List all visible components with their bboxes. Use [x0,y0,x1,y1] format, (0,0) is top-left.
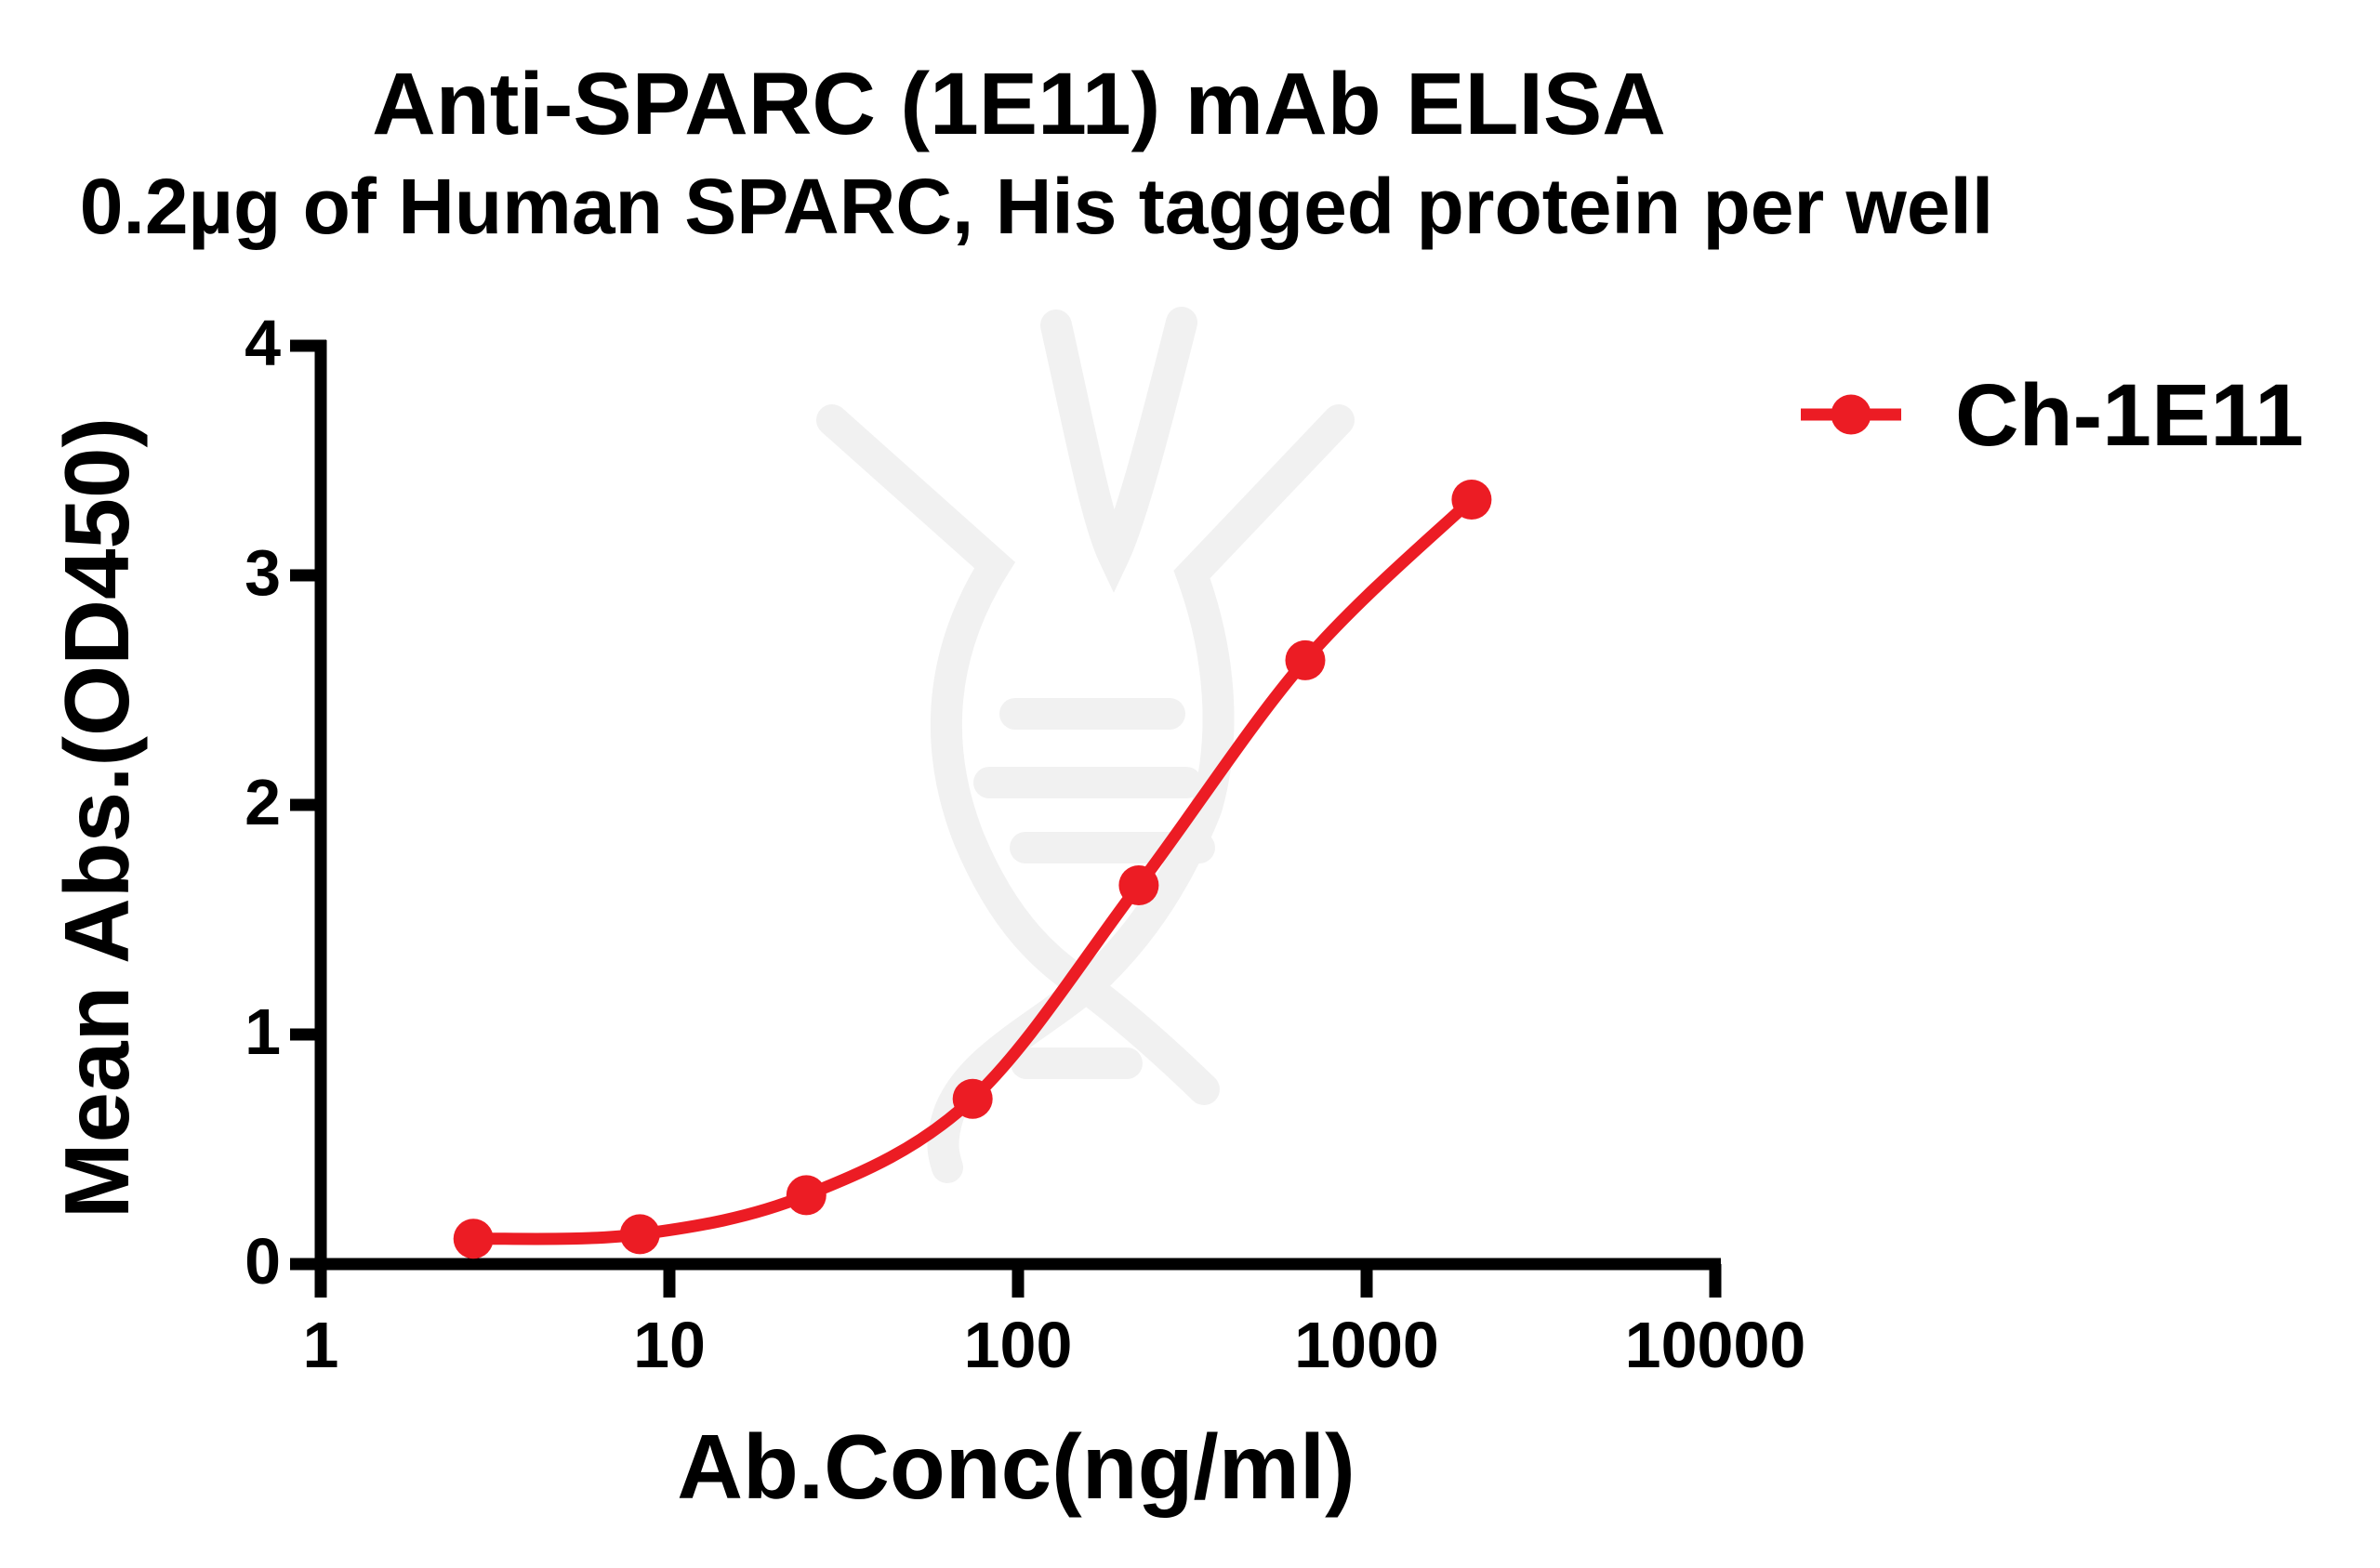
data-point [952,1078,993,1119]
data-point [619,1214,660,1255]
dna-watermark [816,307,1355,1183]
dna-strand-left [816,404,1220,1105]
data-point [453,1219,494,1259]
data-point [786,1175,826,1216]
y-tick-label: 0 [245,1225,281,1298]
y-tick-label: 2 [245,766,281,838]
chart-title: Anti-SPARC (1E11) mAb ELISA [372,55,1666,153]
chart-subtitle: 0.2µg of Human SPARC, His tagged protein… [79,163,1994,250]
axes [290,339,1722,1298]
y-tick-label: 4 [245,307,281,379]
x-tick-label: 100 [963,1309,1073,1381]
legend-label: Ch-1E11 [1955,366,2304,465]
x-axis-title: Ab.Conc(ng/ml) [677,1416,1355,1518]
dna-inner-fork [1040,307,1197,593]
data-point [1451,480,1492,520]
data-point [1118,865,1159,905]
x-tick-label: 1000 [1294,1309,1439,1381]
data-points [453,480,1492,1259]
legend-marker [1801,394,1901,435]
y-tick-label: 1 [245,995,281,1068]
x-tick-label: 10 [633,1309,706,1381]
legend-marker-dot [1831,394,1871,435]
y-tick-label: 3 [245,536,281,609]
data-point [1285,639,1326,680]
x-tick-label: 10000 [1624,1309,1806,1381]
x-tick-label: 1 [302,1309,339,1381]
